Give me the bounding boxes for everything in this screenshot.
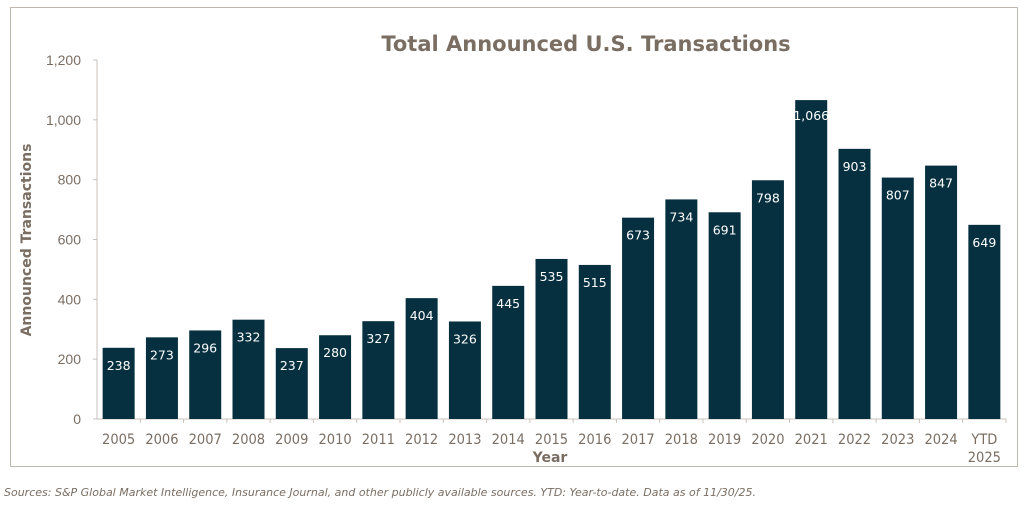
x-tick-label: 2006 (145, 432, 178, 448)
bar (795, 100, 828, 420)
data-label: 327 (366, 331, 390, 346)
y-tick-label: 1,000 (46, 112, 81, 128)
x-tick-label: 2022 (838, 432, 871, 448)
x-tick-label: 2010 (318, 432, 351, 448)
x-tick-label: 2017 (621, 432, 654, 448)
x-tick-label: 2019 (708, 432, 741, 448)
bar (362, 321, 395, 419)
data-label: 1,066 (793, 108, 829, 123)
y-tick-label: 400 (58, 291, 82, 307)
x-tick-label: 2013 (448, 432, 481, 448)
data-label: 445 (496, 296, 520, 311)
data-label: 515 (583, 275, 607, 290)
x-tick-label: 2007 (189, 432, 222, 448)
data-label: 903 (843, 159, 867, 174)
bar (275, 348, 308, 419)
bar (492, 285, 525, 419)
y-axis-title: Announced Transactions (19, 144, 35, 337)
data-label: 280 (323, 345, 347, 360)
data-label: 807 (886, 188, 910, 203)
bar (145, 337, 178, 419)
footnote: Sources: S&P Global Market Intelligence,… (4, 486, 756, 499)
bar (578, 264, 611, 419)
x-axis-title: Year (532, 450, 568, 466)
x-tick-label: 2014 (492, 432, 525, 448)
bar (189, 330, 222, 419)
bar (622, 217, 655, 419)
bar (665, 199, 698, 419)
y-tick-label: 800 (58, 172, 82, 188)
x-tick-label: 2023 (881, 432, 914, 448)
bar (535, 258, 568, 419)
y-tick-label: 1,200 (46, 52, 81, 68)
bar (232, 319, 265, 419)
x-tick-label: 2018 (665, 432, 698, 448)
x-tick-label: 2008 (232, 432, 265, 448)
x-tick-label: 2025 (968, 450, 1001, 466)
data-label: 734 (669, 209, 693, 224)
bars: 238 273 296 332 237 280 327 404 326 445 535 515 673 7… (102, 100, 1001, 420)
data-label: 237 (280, 358, 304, 373)
data-label: 332 (237, 330, 261, 345)
bar (925, 165, 958, 419)
x-tick-label: 2012 (405, 432, 438, 448)
data-label: 326 (453, 331, 477, 346)
y-tick-label: 0 (73, 411, 81, 427)
x-tick-label: 2016 (578, 432, 611, 448)
x-tick-label: 2020 (751, 432, 784, 448)
y-axis: 0 200 400 600 800 1,000 1,200 (46, 52, 98, 427)
bar (319, 335, 352, 419)
bar (102, 347, 135, 419)
bar (405, 298, 438, 419)
x-tick-label: 2024 (924, 432, 957, 448)
x-tick-label: 2009 (275, 432, 308, 448)
data-label: 847 (929, 176, 953, 191)
data-label: 296 (193, 340, 217, 355)
data-label: 673 (626, 228, 650, 243)
chart-title: Total Announced U.S. Transactions (381, 32, 790, 56)
data-label: 404 (410, 308, 434, 323)
bar (751, 180, 784, 419)
x-tick-label: 2021 (795, 432, 828, 448)
x-tick-label: 2015 (535, 432, 568, 448)
bar (968, 224, 1001, 419)
bar (881, 177, 914, 419)
y-tick-label: 600 (58, 232, 82, 248)
bar (708, 212, 741, 419)
data-label: 798 (756, 190, 780, 205)
data-label: 649 (972, 235, 996, 250)
bar (448, 321, 481, 419)
data-label: 691 (713, 222, 737, 237)
data-label: 273 (150, 347, 174, 362)
x-tick-label: 2011 (362, 432, 395, 448)
data-label: 238 (107, 358, 131, 373)
x-tick-label: YTD (970, 432, 997, 448)
bar (838, 148, 871, 420)
y-tick-label: 200 (58, 351, 82, 367)
x-tick-label: 2005 (102, 432, 135, 448)
data-label: 535 (540, 269, 564, 284)
